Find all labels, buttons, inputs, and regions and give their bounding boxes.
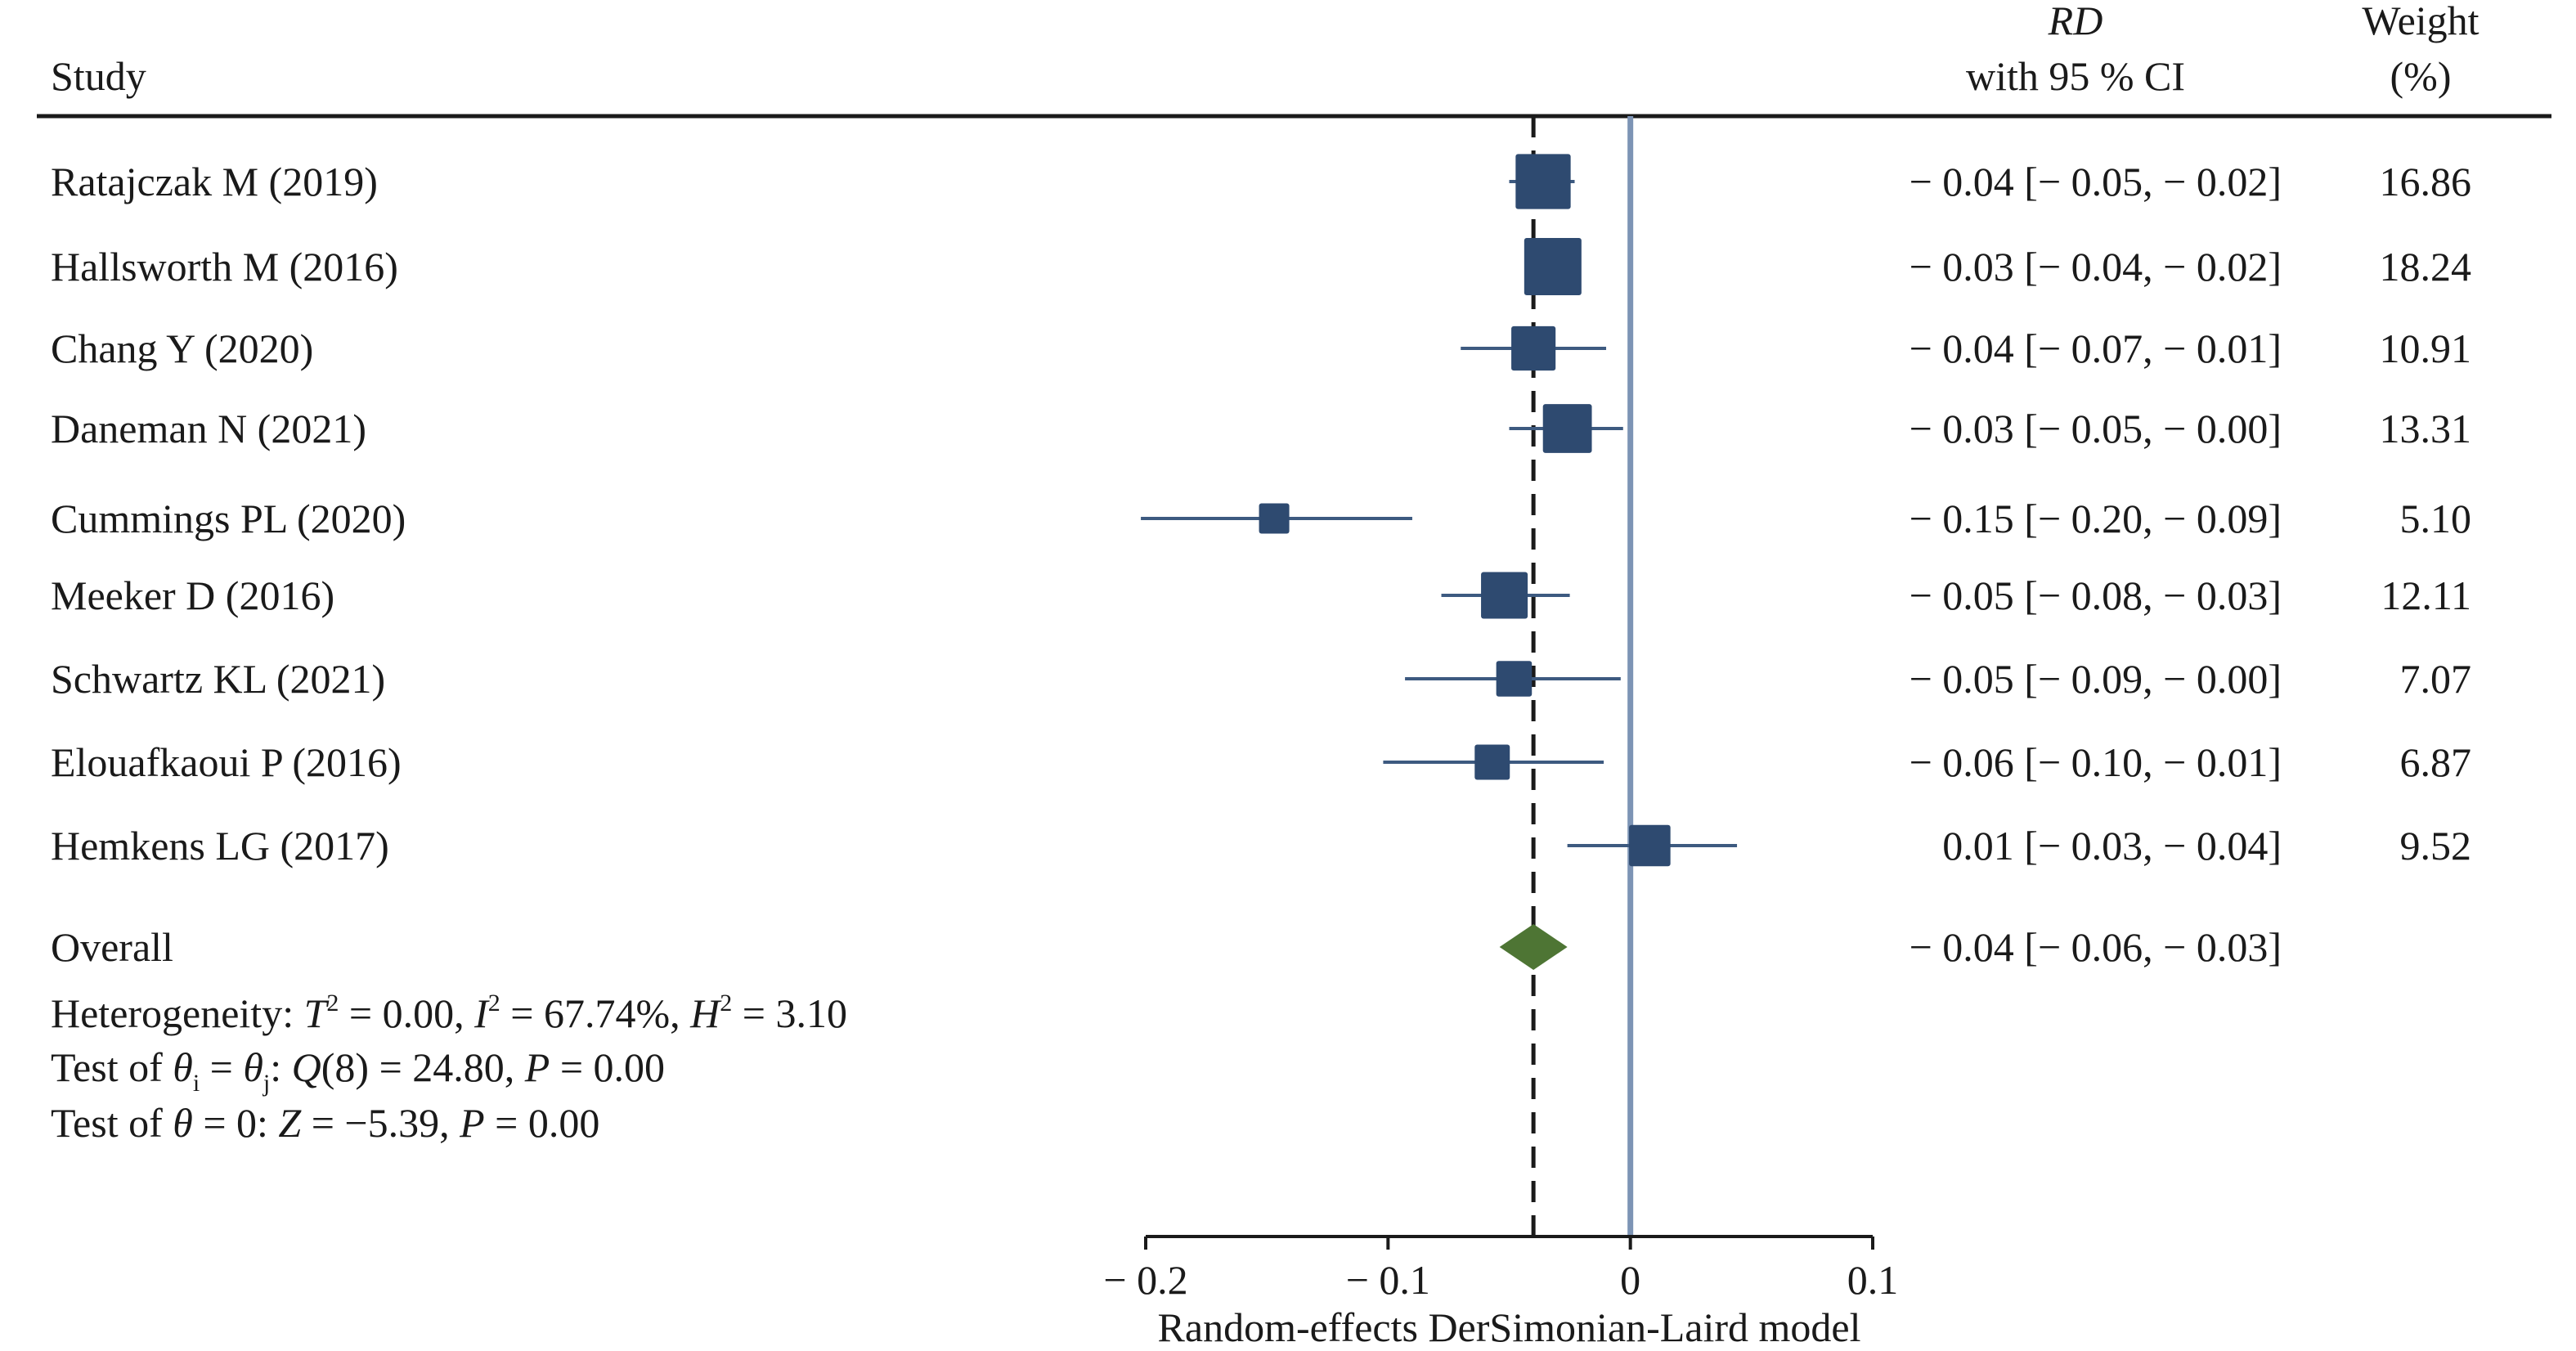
study-name: Cummings PL (2020) [51, 496, 406, 541]
study-name: Schwartz KL (2021) [51, 656, 385, 702]
study-ci-value: − 0.15 [− 0.20, − 0.09] [1910, 496, 2282, 541]
study-row: Chang Y (2020) − 0.04 [− 0.07, − 0.01] 10.… [51, 325, 2471, 371]
test-equal-text: Test of θi = θj: Q(8) = 24.80, P = 0.00 [51, 1044, 665, 1097]
study-name: Chang Y (2020) [51, 325, 313, 371]
study-weight: 16.86 [2380, 159, 2472, 204]
study-effect-marker [1474, 744, 1510, 780]
overall-label: Overall [51, 924, 173, 970]
study-weight: 10.91 [2380, 325, 2472, 371]
study-effect-marker [1542, 404, 1592, 453]
reference-lines [1531, 116, 1634, 1237]
study-row: Ratajczak M (2019) − 0.04 [− 0.05, − 0.02… [51, 154, 2471, 209]
study-effect-marker [1259, 503, 1290, 534]
study-weight: 18.24 [2380, 244, 2472, 290]
study-rows: Ratajczak M (2019) − 0.04 [− 0.05, − 0.02… [51, 154, 2471, 868]
study-row: Hemkens LG (2017) 0.01 [− 0.03, − 0.04] 9.… [51, 823, 2471, 868]
study-row: Meeker D (2016) − 0.05 [− 0.08, − 0.03] 12… [51, 572, 2471, 619]
study-name: Ratajczak M (2019) [51, 159, 378, 204]
study-weight: 13.31 [2380, 406, 2472, 451]
study-ci-value: − 0.05 [− 0.09, − 0.00] [1910, 656, 2282, 702]
overall-row: Overall − 0.04 [− 0.06, − 0.03] [51, 924, 2282, 970]
study-effect-marker [1515, 154, 1571, 209]
x-axis-label: Random-effects DerSimonian-Laird model [1158, 1304, 1861, 1350]
study-ci-value: − 0.03 [− 0.04, − 0.02] [1910, 244, 2282, 290]
study-row: Elouafkaoui P (2016) − 0.06 [− 0.10, − 0.… [51, 739, 2471, 785]
x-axis-tick-label: 0 [1620, 1257, 1640, 1303]
overall-ci-value: − 0.04 [− 0.06, − 0.03] [1910, 924, 2282, 970]
study-weight: 6.87 [2400, 739, 2472, 785]
study-effect-marker [1629, 824, 1671, 867]
study-name: Daneman N (2021) [51, 406, 366, 451]
study-weight: 9.52 [2400, 823, 2472, 868]
test-zero-text: Test of θ = 0: Z = −5.39, P = 0.00 [51, 1100, 599, 1146]
study-name: Meeker D (2016) [51, 572, 334, 618]
study-row: Schwartz KL (2021) − 0.05 [− 0.09, − 0.00… [51, 656, 2471, 702]
header-ci-text: with 95 % CI [1966, 53, 2185, 99]
study-name: Hemkens LG (2017) [51, 823, 389, 868]
study-effect-marker [1524, 238, 1582, 295]
study-ci-value: − 0.05 [− 0.08, − 0.03] [1910, 572, 2282, 618]
overall-diamond [1499, 924, 1568, 970]
study-ci-value: − 0.04 [− 0.05, − 0.02] [1910, 159, 2282, 204]
study-ci-value: − 0.03 [− 0.05, − 0.00] [1910, 406, 2282, 451]
study-name: Hallsworth M (2016) [51, 244, 398, 290]
study-effect-marker [1511, 325, 1556, 371]
study-ci-value: − 0.04 [− 0.07, − 0.01] [1910, 325, 2282, 371]
heterogeneity-text: Heterogeneity: T2 = 0.00, I2 = 67.74%, H… [51, 990, 847, 1036]
study-weight: 12.11 [2381, 572, 2471, 618]
study-name: Elouafkaoui P (2016) [51, 739, 402, 785]
study-weight: 7.07 [2400, 656, 2472, 702]
x-axis-tick-label: 0.1 [1847, 1257, 1899, 1303]
header-study: Study [51, 53, 146, 99]
study-row: Daneman N (2021) − 0.03 [− 0.05, − 0.00] 1… [51, 404, 2471, 453]
study-effect-marker [1496, 661, 1533, 697]
x-axis-tick-label: − 0.2 [1103, 1257, 1187, 1303]
header-rd: RD [2048, 0, 2103, 43]
study-row: Hallsworth M (2016) − 0.03 [− 0.04, − 0.0… [51, 238, 2471, 295]
header-weight: Weight [2362, 0, 2479, 43]
study-weight: 5.10 [2400, 496, 2472, 541]
header-weight-unit: (%) [2390, 53, 2452, 99]
study-row: Cummings PL (2020) − 0.15 [− 0.20, − 0.09… [51, 496, 2471, 541]
study-effect-marker [1481, 572, 1528, 619]
study-ci-value: − 0.06 [− 0.10, − 0.01] [1910, 739, 2282, 785]
study-ci-value: 0.01 [− 0.03, − 0.04] [1942, 823, 2282, 868]
header-ci: with 95 % CI [1966, 53, 2185, 99]
x-axis-tick-label: − 0.1 [1346, 1257, 1430, 1303]
